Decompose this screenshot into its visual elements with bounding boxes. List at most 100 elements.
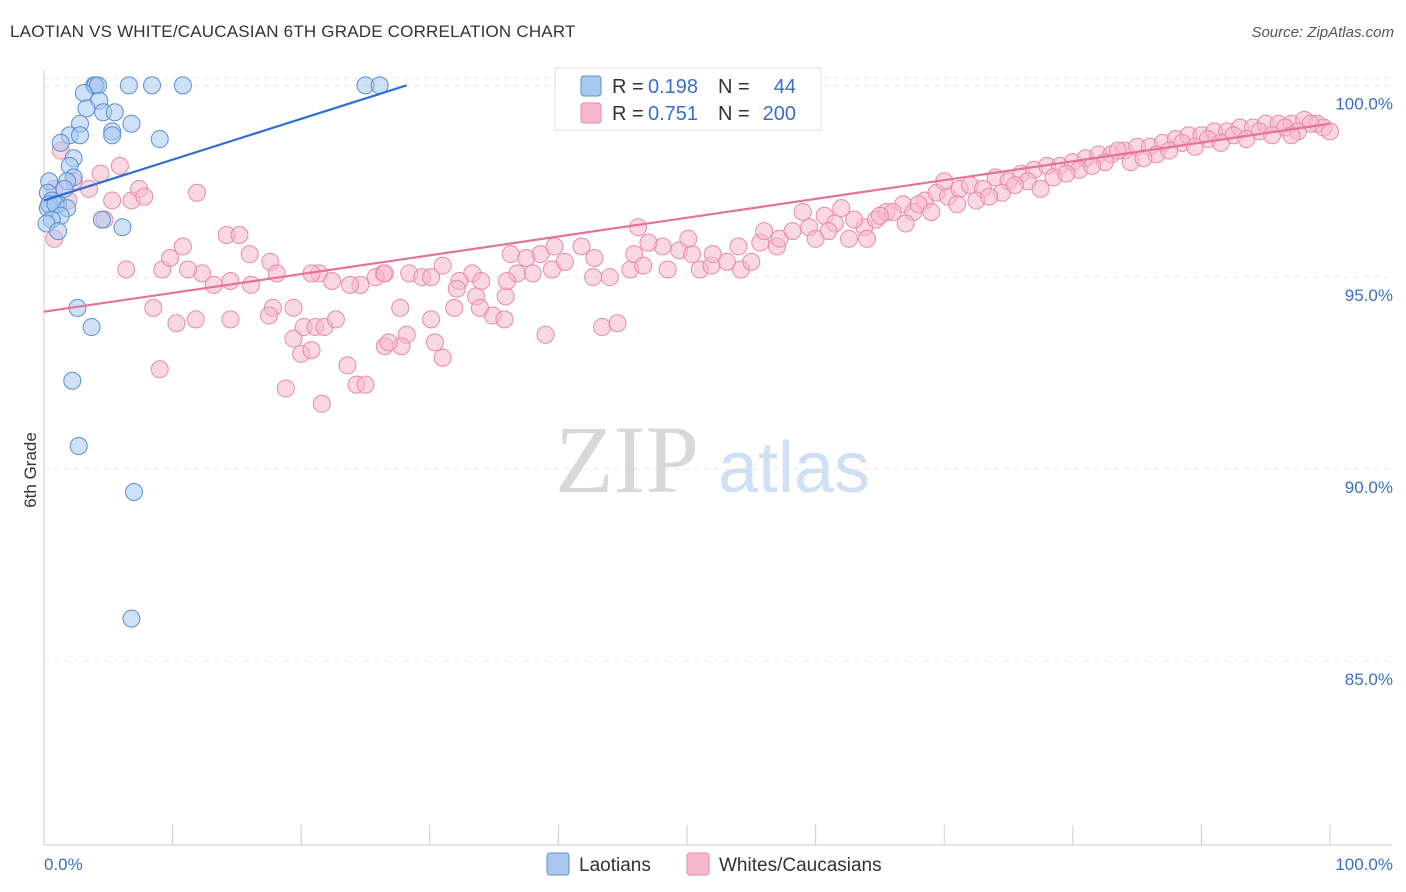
x-tick-labels: 0.0% 100.0% — [44, 855, 1393, 874]
data-point-whites — [221, 272, 240, 291]
data-point-whites — [523, 264, 542, 283]
legend-swatch-laotians — [580, 75, 602, 97]
y-tick-labels: 100.0% 95.0% 90.0% 85.0% — [1335, 94, 1393, 688]
data-point-whites — [501, 245, 520, 264]
data-point-whites — [584, 268, 603, 287]
data-point-whites — [870, 206, 889, 225]
data-point-whites — [1160, 141, 1179, 160]
data-point-laotians — [122, 114, 141, 133]
data-point-whites — [445, 298, 464, 317]
data-point-whites — [338, 356, 357, 375]
data-point-whites — [433, 348, 452, 367]
data-point-laotians — [150, 130, 169, 149]
data-point-laotians — [82, 318, 101, 337]
data-point-whites — [793, 202, 812, 221]
data-point-whites — [242, 275, 261, 294]
data-point-whites — [356, 375, 375, 394]
data-point-whites — [323, 272, 342, 291]
data-point-whites — [422, 310, 441, 329]
data-point-whites — [1134, 149, 1153, 168]
data-point-whites — [284, 329, 303, 348]
data-point-whites — [634, 256, 653, 275]
data-point-whites — [433, 256, 452, 275]
data-point-laotians — [71, 126, 90, 145]
data-point-whites — [167, 314, 186, 333]
data-point-whites — [555, 252, 574, 271]
data-point-whites — [379, 333, 398, 352]
data-point-whites — [135, 187, 154, 206]
data-point-whites — [1005, 176, 1024, 195]
data-point-whites — [629, 218, 648, 237]
data-point-whites — [144, 298, 163, 317]
data-point-whites — [260, 306, 279, 325]
x-tick-label: 0.0% — [44, 855, 83, 874]
data-point-whites — [858, 229, 877, 248]
data-point-whites — [980, 187, 999, 206]
data-point-whites — [572, 237, 591, 256]
watermark-zip: ZIP — [555, 406, 699, 513]
data-point-laotians — [49, 222, 68, 241]
data-point-whites — [230, 225, 249, 244]
data-point-whites — [447, 279, 466, 298]
data-point-whites — [391, 298, 410, 317]
data-point-whites — [896, 214, 915, 233]
data-point-laotians — [122, 609, 141, 628]
data-point-whites — [117, 260, 136, 279]
data-point-whites — [845, 210, 864, 229]
data-point-whites — [186, 310, 205, 329]
data-point-whites — [600, 268, 619, 287]
trend-lines — [43, 84, 1331, 313]
data-point-whites — [472, 272, 491, 291]
data-point-whites — [806, 229, 825, 248]
data-point-whites — [221, 310, 240, 329]
data-point-whites — [1031, 179, 1050, 198]
legend-r-label: R = — [612, 76, 644, 98]
legend-swatch-whites — [686, 852, 710, 876]
data-point-whites — [742, 252, 761, 271]
legend-n-label: N = — [718, 103, 750, 125]
data-point-whites — [1237, 130, 1256, 149]
data-point-whites — [110, 156, 129, 175]
grid-lines — [44, 77, 1392, 662]
trend-line-laotians — [43, 84, 407, 202]
data-point-whites — [341, 275, 360, 294]
data-point-whites — [422, 268, 441, 287]
data-point-laotians — [143, 76, 162, 95]
data-point-whites — [1263, 126, 1282, 145]
x-tick-label: 100.0% — [1335, 855, 1393, 874]
data-point-whites — [1057, 164, 1076, 183]
legend-r-value: 0.751 — [648, 103, 698, 125]
data-point-whites — [240, 245, 259, 264]
data-point-laotians — [105, 103, 124, 122]
legend-r-label: R = — [612, 103, 644, 125]
data-point-whites — [593, 318, 612, 337]
y-axis-title: 6th Grade — [21, 432, 40, 508]
data-point-whites — [1211, 133, 1230, 152]
data-point-whites — [729, 237, 748, 256]
trend-line-whites — [43, 122, 1331, 313]
data-point-laotians — [74, 84, 93, 103]
data-point-whites — [658, 260, 677, 279]
data-point-whites — [683, 245, 702, 264]
data-point-whites — [755, 222, 774, 241]
data-point-whites — [639, 233, 658, 252]
data-point-whites — [326, 310, 345, 329]
data-point-laotians — [119, 76, 138, 95]
series-whites-points — [45, 110, 1339, 413]
data-point-whites — [375, 264, 394, 283]
data-point-whites — [948, 195, 967, 214]
watermark-atlas: atlas — [718, 428, 870, 508]
data-point-whites — [103, 191, 122, 210]
y-tick-label: 85.0% — [1345, 670, 1393, 689]
legend-swatch-whites — [580, 102, 602, 124]
legend-n-value: 44 — [774, 76, 796, 98]
data-point-whites — [545, 237, 564, 256]
data-point-whites — [832, 199, 851, 218]
legend-r-value: 0.198 — [648, 76, 698, 98]
data-point-laotians — [125, 483, 144, 502]
data-point-whites — [1321, 122, 1339, 141]
data-point-whites — [679, 229, 698, 248]
data-point-whites — [495, 310, 514, 329]
data-point-whites — [497, 272, 516, 291]
chart-title: LAOTIAN VS WHITE/CAUCASIAN 6TH GRADE COR… — [10, 22, 576, 41]
